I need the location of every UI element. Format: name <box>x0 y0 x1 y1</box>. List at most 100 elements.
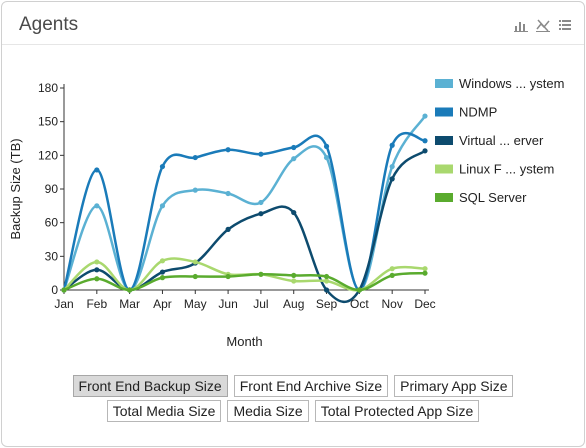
x-tick-label: May <box>184 297 207 311</box>
chart-toolbar <box>514 18 572 32</box>
x-tick-label: Oct <box>350 297 369 311</box>
series-sql-server[interactable] <box>61 270 428 293</box>
data-point[interactable] <box>258 271 264 277</box>
data-point[interactable] <box>94 276 100 282</box>
legend-swatch <box>435 193 453 202</box>
front-end-archive-size-button[interactable]: Front End Archive Size <box>233 375 389 397</box>
legend-item[interactable]: Linux F ... ystem <box>435 162 554 177</box>
list-icon[interactable] <box>558 18 572 32</box>
y-tick-label: 180 <box>38 81 58 95</box>
total-media-size-button[interactable]: Total Media Size <box>106 400 222 422</box>
data-point[interactable] <box>159 258 166 264</box>
data-point[interactable] <box>291 209 297 216</box>
data-point[interactable] <box>291 144 297 151</box>
legend-label: Virtual ... erver <box>459 133 544 148</box>
series-line[interactable] <box>63 271 426 292</box>
y-tick-label: 30 <box>45 249 59 263</box>
metric-button-row-1: Front End Backup Size Front End Archive S… <box>2 375 584 397</box>
data-point[interactable] <box>94 259 100 265</box>
backup-size-line-chart: 0 30 60 90 120 150 180 Jan Feb Mar Apr May Jun Jul Aug… <box>8 76 564 349</box>
line-chart-off-icon[interactable] <box>536 18 550 32</box>
data-point[interactable] <box>356 287 362 293</box>
y-tick-label: 90 <box>45 182 59 196</box>
legend-swatch <box>435 164 453 174</box>
data-point[interactable] <box>258 151 264 157</box>
data-point[interactable] <box>422 113 428 119</box>
data-point[interactable] <box>389 176 395 182</box>
data-point[interactable] <box>422 266 428 272</box>
axis-layer: 0 30 60 90 120 150 180 Jan Feb Mar Apr May Jun Jul Aug… <box>8 81 436 349</box>
data-point[interactable] <box>323 273 330 280</box>
data-point[interactable] <box>389 163 395 170</box>
data-point[interactable] <box>422 270 428 276</box>
panel-title: Agents <box>19 14 79 35</box>
metric-button-row-2: Total Media Size Media Size Total Protecte… <box>2 400 584 422</box>
x-tick-label: Dec <box>414 297 435 311</box>
legend-item[interactable]: NDMP <box>435 105 497 120</box>
y-tick-label: 60 <box>45 216 59 230</box>
legend-item[interactable]: Virtual ... erver <box>435 133 544 148</box>
data-point[interactable] <box>323 287 330 293</box>
legend-item[interactable]: SQL Server <box>435 190 527 205</box>
media-size-button[interactable]: Media Size <box>227 400 309 422</box>
total-protected-app-size-button[interactable]: Total Protected App Size <box>314 400 480 422</box>
series-line[interactable] <box>62 131 426 292</box>
series-windows-ystem[interactable] <box>61 113 428 293</box>
data-point[interactable] <box>192 259 198 265</box>
data-point[interactable] <box>225 273 231 280</box>
data-point[interactable] <box>422 138 428 144</box>
data-point[interactable] <box>159 275 166 281</box>
data-point[interactable] <box>389 266 395 272</box>
data-point[interactable] <box>389 142 395 148</box>
x-tick-label: Jun <box>218 297 237 311</box>
front-end-backup-size-button[interactable]: Front End Backup Size <box>72 375 228 397</box>
data-point[interactable] <box>291 156 297 162</box>
data-point[interactable] <box>389 272 395 279</box>
data-point[interactable] <box>258 199 264 206</box>
data-point[interactable] <box>258 211 264 217</box>
data-point[interactable] <box>192 187 198 193</box>
data-point[interactable] <box>225 226 231 232</box>
data-point[interactable] <box>192 273 198 280</box>
series-line[interactable] <box>63 149 426 304</box>
data-point[interactable] <box>291 278 297 284</box>
data-point[interactable] <box>159 203 166 209</box>
legend-swatch <box>435 107 453 117</box>
legend-item[interactable]: Windows ... ystem <box>435 76 564 91</box>
data-point[interactable] <box>61 287 67 293</box>
data-point[interactable] <box>323 278 330 284</box>
legend-label: NDMP <box>459 105 497 120</box>
series-line[interactable] <box>62 115 427 292</box>
legend-label: Windows ... ystem <box>459 76 564 91</box>
series-layer <box>61 113 428 304</box>
data-point[interactable] <box>422 148 428 154</box>
data-point[interactable] <box>291 272 297 279</box>
data-point[interactable] <box>94 167 100 173</box>
x-tick-label: Aug <box>283 297 304 311</box>
data-point[interactable] <box>323 154 330 161</box>
y-tick-label: 0 <box>51 283 58 297</box>
data-point[interactable] <box>94 267 100 273</box>
panel-header: Agents <box>2 2 584 45</box>
data-point[interactable] <box>159 269 166 275</box>
series-ndmp[interactable] <box>61 131 428 293</box>
x-tick-label: Sep <box>316 297 338 311</box>
primary-app-size-button[interactable]: Primary App Size <box>394 375 514 397</box>
bar-chart-icon[interactable] <box>514 18 528 32</box>
legend-label: Linux F ... ystem <box>459 162 554 177</box>
data-point[interactable] <box>94 203 100 209</box>
data-point[interactable] <box>225 190 231 197</box>
data-point[interactable] <box>225 147 231 153</box>
x-tick-label: Apr <box>153 297 172 311</box>
x-tick-label: Feb <box>86 297 107 311</box>
data-point[interactable] <box>323 143 330 149</box>
legend[interactable]: Windows ... ystem NDMP Virtual ... erver Li… <box>435 76 564 205</box>
legend-swatch <box>435 136 453 145</box>
x-tick-label: Jan <box>54 297 73 311</box>
data-point[interactable] <box>159 163 166 170</box>
x-tick-label: Jul <box>253 297 268 311</box>
x-tick-label: Nov <box>382 297 403 311</box>
y-tick-label: 150 <box>38 115 58 129</box>
data-point[interactable] <box>127 287 133 293</box>
data-point[interactable] <box>192 154 198 161</box>
